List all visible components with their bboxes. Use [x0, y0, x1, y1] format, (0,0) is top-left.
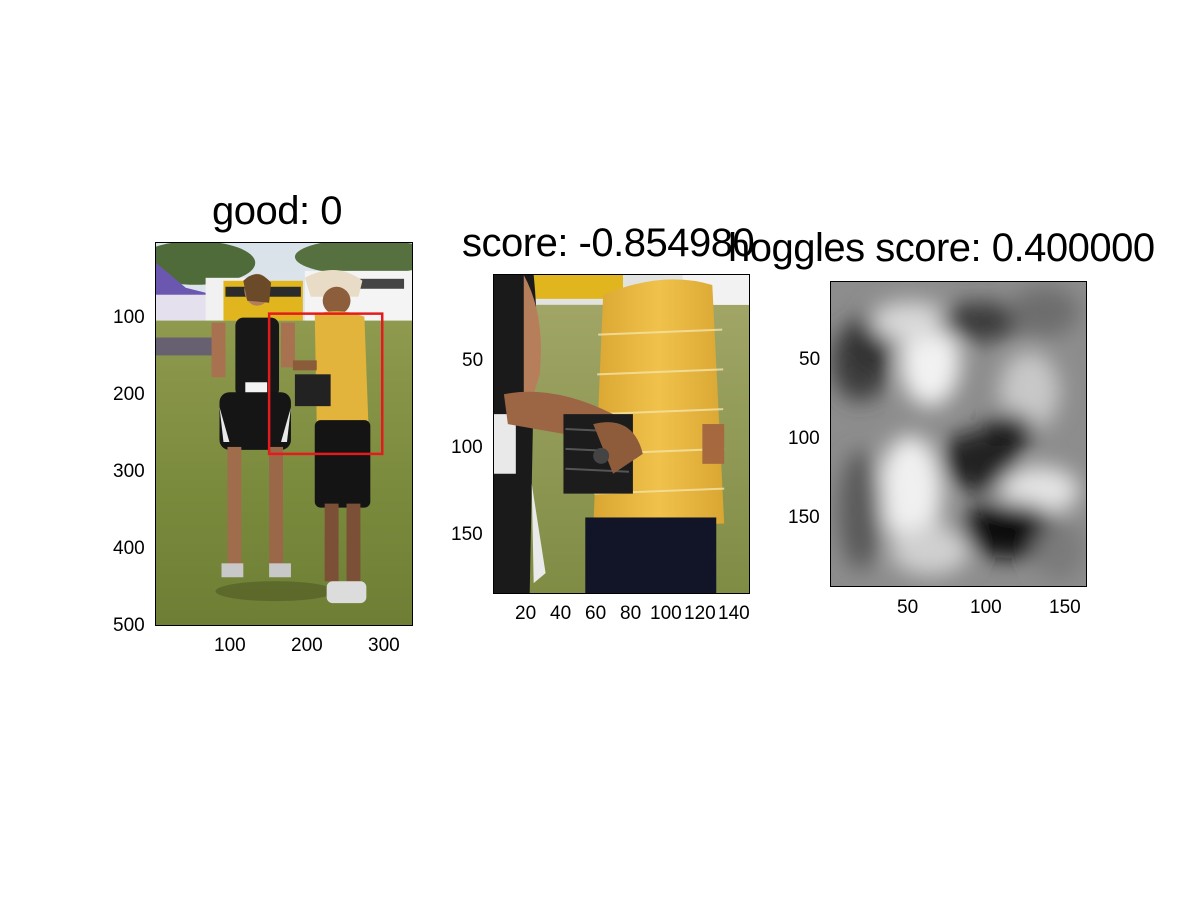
y-tick-label: 400	[113, 538, 145, 559]
photo-axes	[155, 242, 413, 626]
bbox-annotation	[267, 312, 384, 456]
x-tick-label: 140	[718, 603, 750, 624]
x-tick-label: 50	[897, 597, 919, 618]
x-tick-label: 200	[291, 635, 323, 656]
cropped-photo-image	[494, 275, 749, 593]
y-tick-label: 50	[462, 350, 484, 371]
y-tick-label: 100	[788, 428, 820, 449]
panel-title: score: -0.854980	[462, 221, 755, 265]
x-tick-label: 150	[1049, 597, 1081, 618]
hoggles-axes	[830, 281, 1087, 587]
x-tick-label: 100	[214, 635, 246, 656]
crop-axes	[493, 274, 750, 594]
x-tick-label: 80	[620, 603, 642, 624]
panel-title: hoggles score: 0.400000	[728, 226, 1155, 270]
y-tick-label: 150	[451, 524, 483, 545]
x-tick-label: 20	[515, 603, 537, 624]
y-tick-label: 50	[799, 349, 821, 370]
hoggles-heatmap-image	[831, 282, 1086, 586]
x-tick-label: 120	[684, 603, 716, 624]
x-tick-label: 300	[368, 635, 400, 656]
y-tick-label: 500	[113, 615, 145, 636]
x-tick-label: 100	[650, 603, 682, 624]
y-tick-label: 100	[451, 437, 483, 458]
full-photo-image	[156, 243, 412, 625]
y-tick-label: 100	[113, 307, 145, 328]
x-tick-label: 60	[585, 603, 607, 624]
y-tick-label: 150	[788, 507, 820, 528]
y-tick-label: 300	[113, 461, 145, 482]
panel-title: good: 0	[212, 189, 342, 233]
x-tick-label: 100	[970, 597, 1002, 618]
x-tick-label: 40	[550, 603, 572, 624]
y-tick-label: 200	[113, 384, 145, 405]
